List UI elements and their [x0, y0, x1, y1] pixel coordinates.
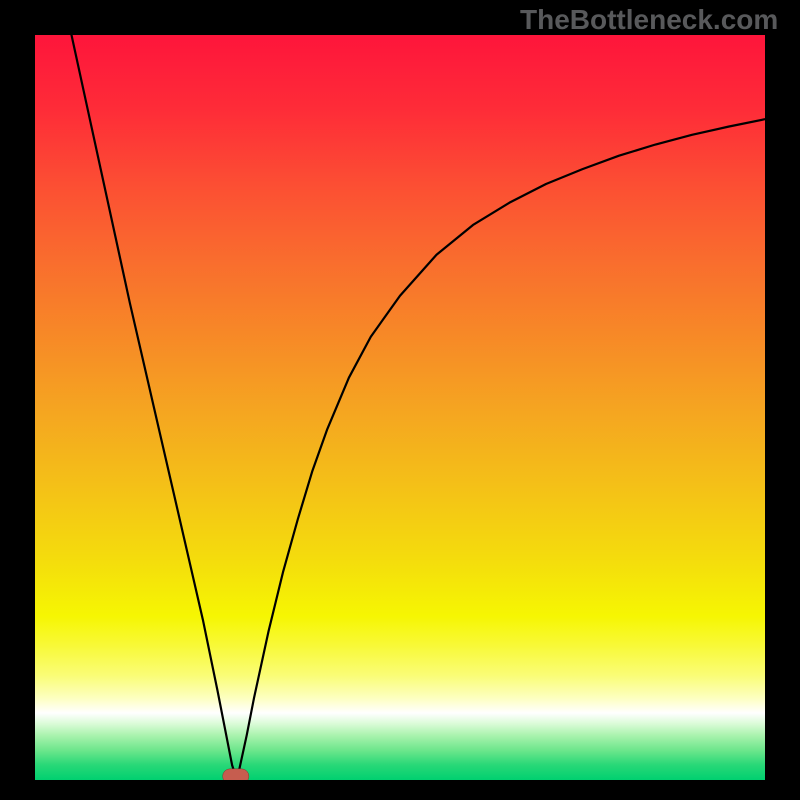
minimum-marker [223, 769, 249, 780]
chart-background [35, 35, 765, 780]
chart-frame: TheBottleneck.com [0, 0, 800, 800]
plot-area [35, 35, 765, 780]
watermark-text: TheBottleneck.com [520, 4, 778, 36]
chart-svg [35, 35, 765, 780]
